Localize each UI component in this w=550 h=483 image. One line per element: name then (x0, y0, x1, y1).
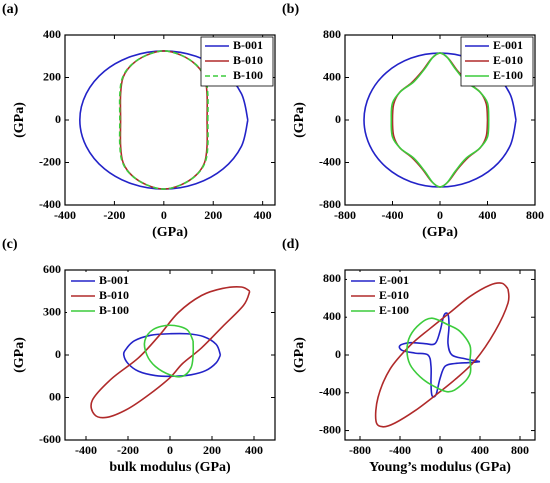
x-tick-label: -200 (103, 208, 125, 222)
panel-label: (a) (2, 2, 19, 17)
x-tick-label: 400 (479, 208, 497, 222)
y-tick-label: -600 (39, 432, 61, 446)
legend-label: B-010 (99, 288, 129, 302)
y-tick-label: 200 (43, 69, 61, 83)
x-tick-label: 400 (254, 208, 272, 222)
x-axis-label: (GPa) (152, 225, 188, 240)
y-tick-label: -200 (39, 154, 61, 168)
y-tick-label: -800 (319, 422, 341, 436)
y-tick-label: 400 (323, 309, 341, 323)
legend-label: B-100 (233, 68, 263, 82)
panel-label: (c) (2, 237, 18, 252)
y-tick-label: 0 (55, 347, 61, 361)
y-tick-label: -800 (319, 197, 341, 211)
legend-label: B-010 (233, 53, 263, 67)
x-tick-label: -400 (75, 443, 97, 457)
legend-label: E-001 (493, 38, 523, 52)
x-tick-label: -400 (389, 443, 411, 457)
x-axis-label: Young’s modulus (GPa) (369, 460, 511, 475)
x-tick-label: 0 (437, 443, 443, 457)
panel-label: (b) (282, 2, 299, 17)
legend-label: E-001 (379, 273, 409, 287)
curve (374, 282, 510, 428)
y-tick-label: 600 (43, 262, 61, 276)
legend-label: E-010 (379, 288, 409, 302)
legend-label: E-100 (493, 68, 523, 82)
panel: -800 -400 0 400 800 -800 -400 0 400 800 (GPa) (GPa)… (282, 2, 544, 240)
y-axis-label: (GPa) (292, 337, 307, 373)
x-tick-label: 400 (471, 443, 489, 457)
x-axis-label: (GPa) (422, 225, 458, 240)
x-tick-label: -400 (382, 208, 404, 222)
x-tick-label: -800 (349, 443, 371, 457)
legend-label: E-100 (379, 303, 409, 317)
legend-label: B-001 (233, 38, 263, 52)
y-tick-label: -400 (319, 154, 341, 168)
panel-label: (d) (282, 237, 299, 252)
x-tick-label: 200 (203, 443, 221, 457)
x-tick-label: 200 (204, 208, 222, 222)
x-tick-label: 800 (526, 208, 544, 222)
y-tick-label: -400 (39, 197, 61, 211)
curve (406, 317, 472, 393)
y-tick-label: -400 (319, 385, 341, 399)
y-tick-label: 800 (323, 27, 341, 41)
y-axis-label: (GPa) (12, 102, 27, 138)
legend-label: E-010 (493, 53, 523, 67)
y-tick-label: 00 (49, 389, 61, 403)
y-tick-label: 0 (335, 112, 341, 126)
y-tick-label: 800 (323, 271, 341, 285)
curve (143, 324, 195, 378)
curve (119, 50, 209, 190)
panel: -400 -200 0 200 400 -400 -200 0 200 400 (GPa) (GPa)… (2, 2, 276, 240)
x-axis-label: bulk modulus (GPa) (109, 460, 231, 475)
y-axis-label: (GPa) (292, 102, 307, 138)
legend-label: B-100 (99, 303, 129, 317)
y-tick-label: 300 (43, 304, 61, 318)
x-tick-label: 0 (437, 208, 443, 222)
curve (398, 312, 481, 398)
y-axis-label: (GPa) (12, 337, 27, 373)
curve (390, 52, 490, 188)
curve (90, 286, 251, 419)
x-tick-label: 400 (245, 443, 263, 457)
y-tick-label: 0 (335, 347, 341, 361)
x-tick-label: -400 (54, 208, 76, 222)
x-tick-label: 0 (161, 208, 167, 222)
curve (118, 50, 209, 190)
curve (122, 332, 222, 378)
x-tick-label: 0 (167, 443, 173, 457)
x-tick-label: 800 (511, 443, 529, 457)
y-tick-label: 400 (323, 69, 341, 83)
x-tick-label: -800 (334, 208, 356, 222)
y-tick-label: 400 (43, 27, 61, 41)
y-tick-label: 0 (55, 112, 61, 126)
x-tick-label: -200 (117, 443, 139, 457)
legend-label: B-001 (99, 273, 129, 287)
